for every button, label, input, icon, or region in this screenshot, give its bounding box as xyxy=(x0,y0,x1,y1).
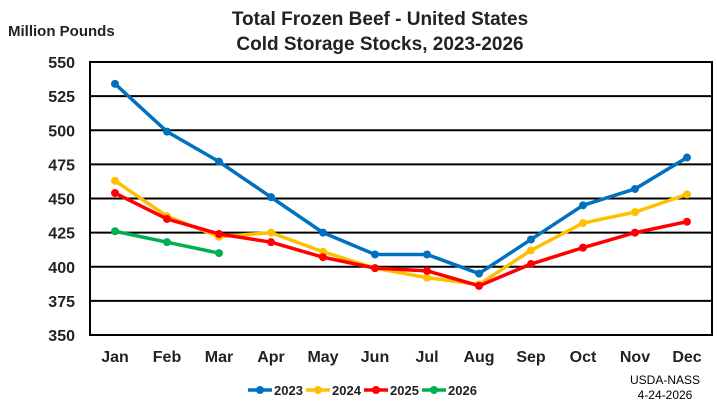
data-point-2025 xyxy=(163,214,171,223)
data-point-2023 xyxy=(163,127,171,136)
legend-label-2024: 2024 xyxy=(332,383,362,398)
legend-marker-2023 xyxy=(256,386,264,394)
legend-marker-2025 xyxy=(372,386,380,394)
data-point-2025 xyxy=(683,217,691,226)
y-tick-label: 375 xyxy=(48,294,75,311)
data-point-2023 xyxy=(631,184,639,193)
series-2026 xyxy=(111,227,223,258)
y-axis-label: Million Pounds xyxy=(8,23,115,40)
y-tick-label: 550 xyxy=(48,55,75,72)
data-point-2023 xyxy=(475,269,483,278)
data-point-2025 xyxy=(527,260,535,269)
y-tick-label: 450 xyxy=(48,192,75,209)
data-point-2023 xyxy=(111,79,119,88)
chart-title-line2: Cold Storage Stocks, 2023-2026 xyxy=(236,34,523,55)
data-point-2023 xyxy=(423,250,431,259)
y-tick-label: 525 xyxy=(48,89,75,106)
data-point-2025 xyxy=(319,253,327,262)
x-tick-label: Mar xyxy=(205,349,233,366)
data-point-2024 xyxy=(683,190,691,199)
data-point-2025 xyxy=(215,229,223,238)
source-annotation: USDA-NASS xyxy=(630,373,700,387)
y-tick-label: 500 xyxy=(48,123,75,140)
data-point-2025 xyxy=(475,281,483,290)
x-tick-label: Jul xyxy=(415,349,438,366)
data-point-2024 xyxy=(267,228,275,237)
y-tick-label: 400 xyxy=(48,260,75,277)
data-point-2025 xyxy=(423,266,431,275)
x-tick-label: May xyxy=(307,349,338,366)
data-point-2024 xyxy=(527,246,535,255)
data-point-2024 xyxy=(579,219,587,228)
y-tick-label: 425 xyxy=(48,226,75,243)
y-tick-label: 475 xyxy=(48,157,75,174)
data-point-2025 xyxy=(371,264,379,273)
x-tick-label: Feb xyxy=(153,349,182,366)
data-point-2023 xyxy=(215,157,223,166)
data-point-2023 xyxy=(371,250,379,259)
x-tick-label: Jan xyxy=(101,349,129,366)
data-point-2024 xyxy=(631,208,639,217)
x-tick-label: Nov xyxy=(620,349,650,366)
x-tick-label: Aug xyxy=(463,349,494,366)
data-point-2026 xyxy=(215,249,223,258)
legend-label-2023: 2023 xyxy=(274,383,303,398)
series-2025 xyxy=(111,189,691,290)
series-line-2023 xyxy=(113,82,688,276)
legend-marker-2024 xyxy=(314,386,322,394)
y-tick-label: 350 xyxy=(48,328,75,345)
date-annotation: 4-24-2026 xyxy=(638,388,693,402)
chart-title-line1: Total Frozen Beef - United States xyxy=(232,9,528,30)
data-point-2026 xyxy=(111,227,119,236)
series-2023 xyxy=(111,79,691,278)
data-point-2023 xyxy=(683,153,691,162)
x-tick-label: Sep xyxy=(516,349,546,366)
data-point-2025 xyxy=(267,238,275,247)
data-point-2023 xyxy=(579,201,587,210)
legend-label-2025: 2025 xyxy=(390,383,419,398)
x-tick-label: Dec xyxy=(672,349,701,366)
legend-label-2026: 2026 xyxy=(448,383,477,398)
data-point-2026 xyxy=(163,238,171,247)
data-point-2024 xyxy=(111,176,119,185)
series-line-2025 xyxy=(114,191,688,288)
data-point-2023 xyxy=(319,228,327,237)
x-tick-label: Apr xyxy=(257,349,285,366)
legend-marker-2026 xyxy=(430,386,438,394)
x-tick-label: Jun xyxy=(361,349,389,366)
data-point-2025 xyxy=(631,228,639,237)
data-point-2023 xyxy=(267,193,275,202)
data-point-2024 xyxy=(423,273,431,282)
x-tick-label: Oct xyxy=(570,349,597,366)
data-point-2023 xyxy=(527,235,535,244)
data-point-2025 xyxy=(111,189,119,198)
data-point-2025 xyxy=(579,243,587,252)
